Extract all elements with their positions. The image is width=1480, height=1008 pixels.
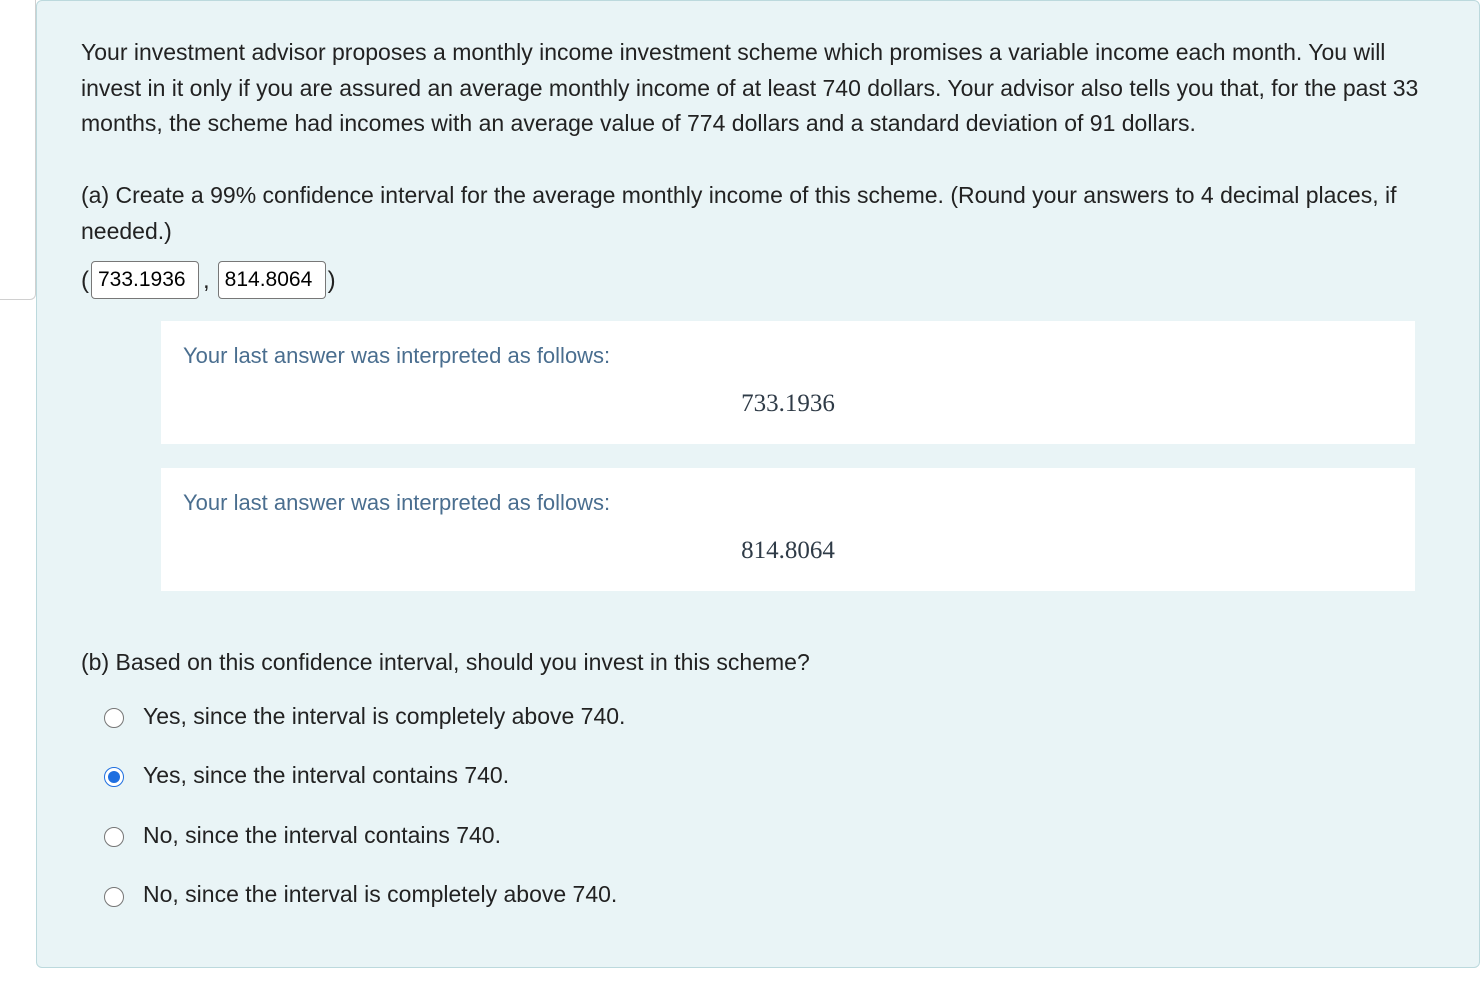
- open-paren: (: [81, 262, 89, 299]
- part-b-options: Yes, since the interval is completely ab…: [81, 699, 1435, 914]
- option-radio-0[interactable]: [104, 708, 124, 728]
- close-paren: ): [328, 262, 336, 299]
- option-radio-2[interactable]: [104, 827, 124, 847]
- left-nav-stub: [0, 0, 36, 300]
- option-row: No, since the interval is completely abo…: [99, 877, 1435, 913]
- confidence-interval-inputs: ( , ): [81, 261, 1435, 299]
- option-label: Yes, since the interval contains 740.: [143, 758, 509, 794]
- problem-intro: Your investment advisor proposes a month…: [81, 35, 1435, 142]
- interval-comma: ,: [203, 262, 210, 299]
- upper-bound-input[interactable]: [218, 261, 326, 299]
- option-radio-1[interactable]: [104, 767, 124, 787]
- feedback-value-lower: 733.1936: [183, 385, 1393, 424]
- lower-bound-input[interactable]: [91, 261, 199, 299]
- option-label: No, since the interval contains 740.: [143, 818, 501, 854]
- part-b-prompt: (b) Based on this confidence interval, s…: [81, 645, 1435, 681]
- question-panel: Your investment advisor proposes a month…: [36, 0, 1480, 968]
- option-row: No, since the interval contains 740.: [99, 818, 1435, 854]
- option-row: Yes, since the interval is completely ab…: [99, 699, 1435, 735]
- feedback-box-upper: Your last answer was interpreted as foll…: [161, 468, 1415, 591]
- feedback-box-lower: Your last answer was interpreted as foll…: [161, 321, 1415, 444]
- feedback-label: Your last answer was interpreted as foll…: [183, 339, 1393, 373]
- part-a-prompt: (a) Create a 99% confidence interval for…: [81, 178, 1435, 249]
- option-label: Yes, since the interval is completely ab…: [143, 699, 625, 735]
- option-label: No, since the interval is completely abo…: [143, 877, 617, 913]
- feedback-label: Your last answer was interpreted as foll…: [183, 486, 1393, 520]
- feedback-area: Your last answer was interpreted as foll…: [161, 321, 1415, 591]
- option-row: Yes, since the interval contains 740.: [99, 758, 1435, 794]
- part-b: (b) Based on this confidence interval, s…: [81, 645, 1435, 913]
- option-radio-3[interactable]: [104, 887, 124, 907]
- feedback-value-upper: 814.8064: [183, 532, 1393, 571]
